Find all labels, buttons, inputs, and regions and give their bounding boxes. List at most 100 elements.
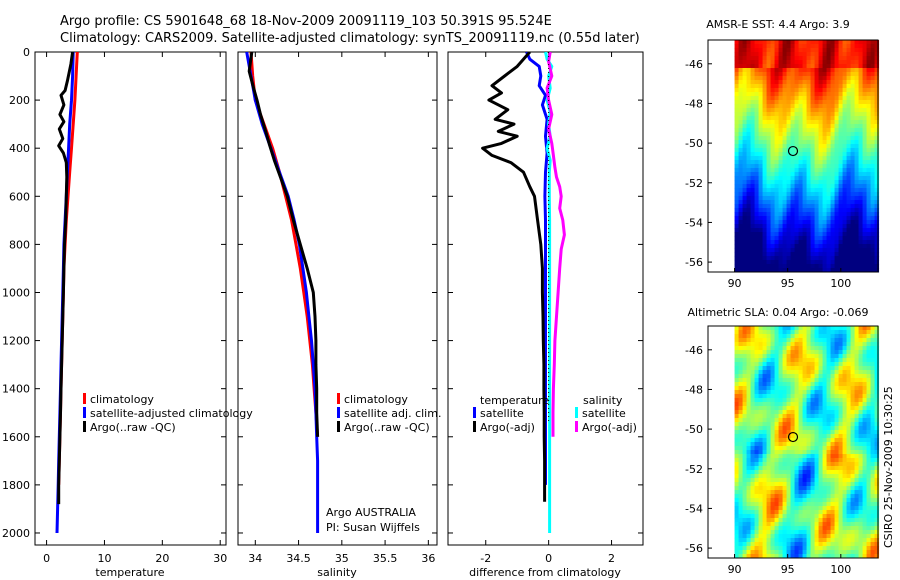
sla_map-cell [798,422,804,427]
sst_map-cell [822,216,828,221]
sla_map-cell [734,510,740,515]
sla_map-cell [758,370,764,375]
sla_map-cell [862,542,868,547]
sla-map-title: Altimetric SLA: 0.04 Argo: -0.069 [688,306,869,319]
legend-temp-satellite: satellite [480,407,524,420]
sst_map-cell [738,132,744,137]
sst_map-cell [810,140,816,145]
sla_map-cell [874,430,880,435]
sla_map-cell [826,358,832,363]
sst_map-cell [826,120,832,125]
sla_map-cell [850,414,856,419]
sla_map-cell [842,514,848,519]
sla_map-cell [790,334,796,339]
sla_map-cell [778,422,784,427]
sst_map-cell [842,160,848,165]
sla_map-cell [846,386,852,391]
sst_map-cell [850,172,856,177]
sla_map-cell [802,458,808,463]
sst_map-cell [786,168,792,173]
sst_map-cell [774,212,780,217]
sst_map-cell [870,40,876,45]
sla_map-cell [798,330,804,335]
sla_map-cell [806,542,812,547]
sla_map-cell [782,470,788,475]
sla_map-cell [746,554,752,559]
sla_map-cell [838,546,844,551]
sst_map-cell [866,136,872,141]
sla_map-cell [738,414,744,419]
sla_map-cell [838,362,844,367]
sla_map-cell [862,334,868,339]
salinity-x-tick-label: 35 [335,552,349,565]
sst_map-cell [806,144,812,149]
sla_map-cell [738,466,744,471]
sst_map-cell [754,244,760,249]
sst_map-cell [758,212,764,217]
sla_map-cell [770,338,776,343]
sla_map-cell [834,406,840,411]
sst_map-cell [822,260,828,265]
sla_map-cell [758,446,764,451]
sla_map-cell [758,546,764,551]
sla_map-cell [842,506,848,511]
legend-argo-raw: Argo(..raw -QC) [90,421,176,434]
sst_map-cell [746,212,752,217]
sla_map-cell [746,458,752,463]
sla_map-cell [770,438,776,443]
sst_map-cell [810,72,816,77]
sst_map-cell [750,248,756,253]
sla_map-cell [826,398,832,403]
sst_map-cell [862,168,868,173]
sst_map-cell [826,212,832,217]
sst_map-cell [794,140,800,145]
sst_map-cell [850,208,856,213]
sla_map-cell [834,398,840,403]
sst_map-cell [790,120,796,125]
sla_map-cell [790,442,796,447]
sst_map-cell [762,116,768,121]
sst_map-cell [810,216,816,221]
sla_map-cell [806,534,812,539]
sst_map-cell [818,240,824,245]
sst_map-cell [794,128,800,133]
sla_map-cell [770,538,776,543]
sla_map-cell [794,530,800,535]
sla_map-cell [754,530,760,535]
sst_map-cell [806,84,812,89]
sla_map-cell [798,366,804,371]
sla_map-cell [874,450,880,455]
sla_map-cell [790,346,796,351]
sla_map-cell [750,494,756,499]
sst_map-cell [826,60,832,65]
sst_map-cell [778,220,784,225]
sst_map-cell [838,72,844,77]
sst_map-cell [746,216,752,221]
sst_map-cell [858,172,864,177]
sla_map-cell [802,518,808,523]
sla_map-cell [802,538,808,543]
sst_map-cell [826,252,832,257]
sst_map-cell [826,248,832,253]
sla_map-cell [838,498,844,503]
sst_map-cell [790,264,796,269]
sst_map-cell [838,100,844,105]
sst_map-cell [750,140,756,145]
sla_map-cell [742,534,748,539]
sla_map-cell [826,390,832,395]
sla_map-cell [786,518,792,523]
sla_map-frame [707,325,879,559]
sst_map-cell [810,144,816,149]
sst_map-cell [874,56,880,61]
sst_map-cell [770,252,776,257]
sst_map-cell [834,236,840,241]
sla_map-cell [766,506,772,511]
sla_map-cell [866,358,872,363]
sst_map-cell [806,116,812,121]
sst_map-cell [826,40,832,45]
sla_map-cell [786,510,792,515]
sst_map-cell [770,136,776,141]
sst_map-cell [854,144,860,149]
sst_map-cell [798,120,804,125]
sst_map-cell [786,84,792,89]
